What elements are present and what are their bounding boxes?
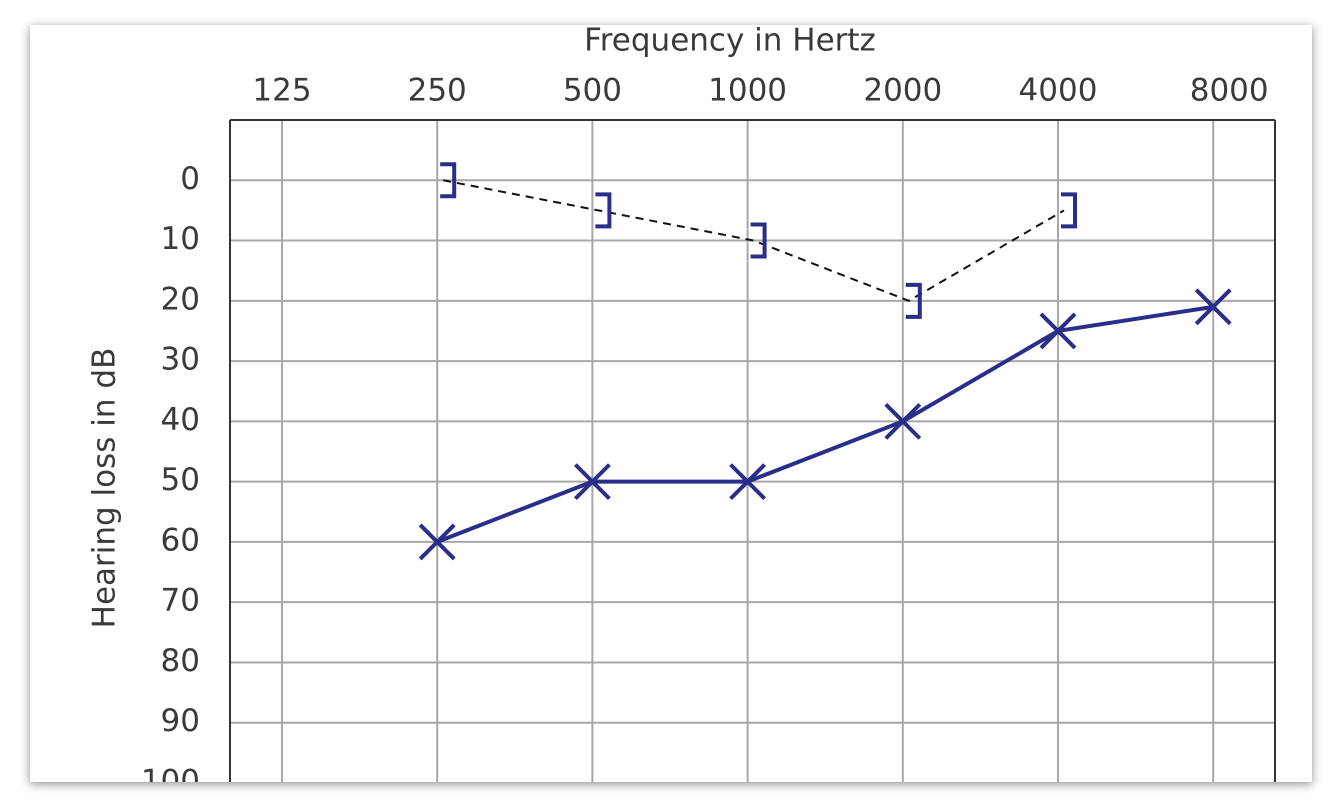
y-tick-label: 100 (141, 764, 200, 800)
y-tick-label: 70 (161, 583, 200, 619)
bracket-marker (440, 162, 457, 199)
y-tick-label: 90 (161, 703, 200, 739)
y-tick-label: 60 (161, 522, 200, 558)
series-line (436, 304, 1214, 544)
x-tick-label: 1000 (708, 73, 787, 109)
x-tick-label: 4000 (1019, 73, 1098, 109)
y-tick-label: 80 (161, 643, 200, 679)
y-axis-title: Hearing loss in dB (87, 348, 123, 629)
x-marker (418, 523, 456, 561)
bracket-marker (750, 222, 767, 259)
x-marker (1194, 288, 1232, 326)
plot: Frequency in Hertz Hearing loss in dB 0 1… (87, 23, 1276, 800)
card (30, 25, 1312, 782)
x-marker (1039, 312, 1077, 350)
y-tick-label: 10 (161, 221, 200, 257)
y-tick-label: 20 (161, 281, 200, 317)
y-tick-label: 0 (180, 161, 200, 197)
x-tick-label: 2000 (863, 73, 942, 109)
x-tick-label: 125 (252, 73, 311, 109)
x-tick-label: 500 (563, 73, 622, 109)
x-tick-label: 250 (408, 73, 467, 109)
y-tick-label: 40 (161, 402, 200, 438)
y-tick-label: 50 (161, 462, 200, 498)
x-tick-label: 8000 (1190, 73, 1269, 109)
x-marker (573, 463, 611, 501)
x-axis-title: Frequency in Hertz (584, 23, 876, 59)
series-line (443, 179, 1065, 302)
x-marker (884, 402, 922, 440)
y-tick-label: 30 (161, 342, 200, 378)
bracket-marker (1061, 192, 1077, 229)
bracket-marker (595, 192, 612, 229)
x-marker (729, 463, 767, 501)
bracket-marker (905, 282, 922, 319)
